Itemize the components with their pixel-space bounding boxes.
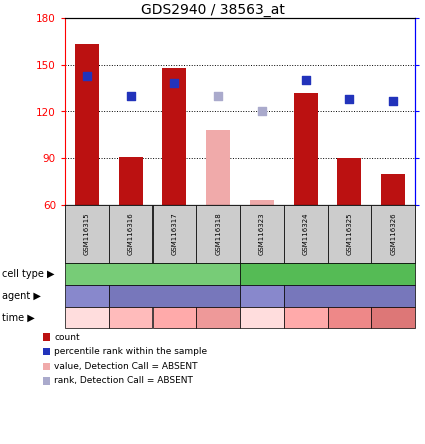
Bar <box>294 93 317 205</box>
Text: GSM116325: GSM116325 <box>328 231 371 237</box>
Text: GSM116323: GSM116323 <box>241 231 283 237</box>
Bar <box>337 158 361 205</box>
Point <box>302 77 309 84</box>
Text: 16 h: 16 h <box>208 313 228 322</box>
Text: GSM116325: GSM116325 <box>346 213 352 255</box>
Text: TGF-beta1: TGF-beta1 <box>153 292 196 301</box>
Point <box>258 108 265 115</box>
Point <box>390 97 397 104</box>
Text: GSM116315: GSM116315 <box>65 231 108 237</box>
Point <box>127 92 134 99</box>
Bar <box>75 44 99 205</box>
Point <box>171 80 178 87</box>
Text: GSM116324: GSM116324 <box>303 213 309 255</box>
Text: GSM116326: GSM116326 <box>390 213 396 255</box>
Text: time ▶: time ▶ <box>2 313 35 322</box>
Bar <box>250 200 274 205</box>
Text: 16 h: 16 h <box>339 313 360 322</box>
Text: dendritic cell: dendritic cell <box>298 270 357 278</box>
Text: GSM116317: GSM116317 <box>171 213 177 255</box>
Text: hematopoietic progenitor cell: hematopoietic progenitor cell <box>85 270 220 278</box>
Bar <box>119 157 143 205</box>
Text: 36 h: 36 h <box>383 313 403 322</box>
Text: value, Detection Call = ABSENT: value, Detection Call = ABSENT <box>54 362 198 371</box>
Text: 4 h: 4 h <box>298 313 313 322</box>
Text: TGF-beta1: TGF-beta1 <box>328 292 371 301</box>
Text: GSM116326: GSM116326 <box>372 231 414 237</box>
Text: untrea
ted: untrea ted <box>73 286 101 306</box>
Text: GSM116323: GSM116323 <box>259 213 265 255</box>
Bar <box>206 130 230 205</box>
Text: 2 h: 2 h <box>124 313 138 322</box>
Text: percentile rank within the sample: percentile rank within the sample <box>54 347 207 356</box>
Text: GSM116318: GSM116318 <box>197 231 240 237</box>
Text: GSM116316: GSM116316 <box>128 213 133 255</box>
Bar <box>162 68 187 205</box>
Text: control: control <box>71 313 102 322</box>
Text: GSM116318: GSM116318 <box>215 213 221 255</box>
Text: 4 h: 4 h <box>167 313 181 322</box>
Bar <box>381 174 405 205</box>
Point <box>215 92 221 99</box>
Text: rank, Detection Call = ABSENT: rank, Detection Call = ABSENT <box>54 377 193 385</box>
Text: untreat
ed: untreat ed <box>246 286 278 306</box>
Text: agent ▶: agent ▶ <box>2 291 41 301</box>
Text: GSM116315: GSM116315 <box>84 213 90 255</box>
Text: cell type ▶: cell type ▶ <box>2 269 55 279</box>
Text: GSM116324: GSM116324 <box>284 231 327 237</box>
Text: GSM116316: GSM116316 <box>109 231 152 237</box>
Text: GDS2940 / 38563_at: GDS2940 / 38563_at <box>141 3 284 17</box>
Text: control: control <box>246 313 278 322</box>
Point <box>83 72 90 79</box>
Point <box>346 95 353 103</box>
Text: count: count <box>54 333 80 341</box>
Text: GSM116317: GSM116317 <box>153 231 196 237</box>
